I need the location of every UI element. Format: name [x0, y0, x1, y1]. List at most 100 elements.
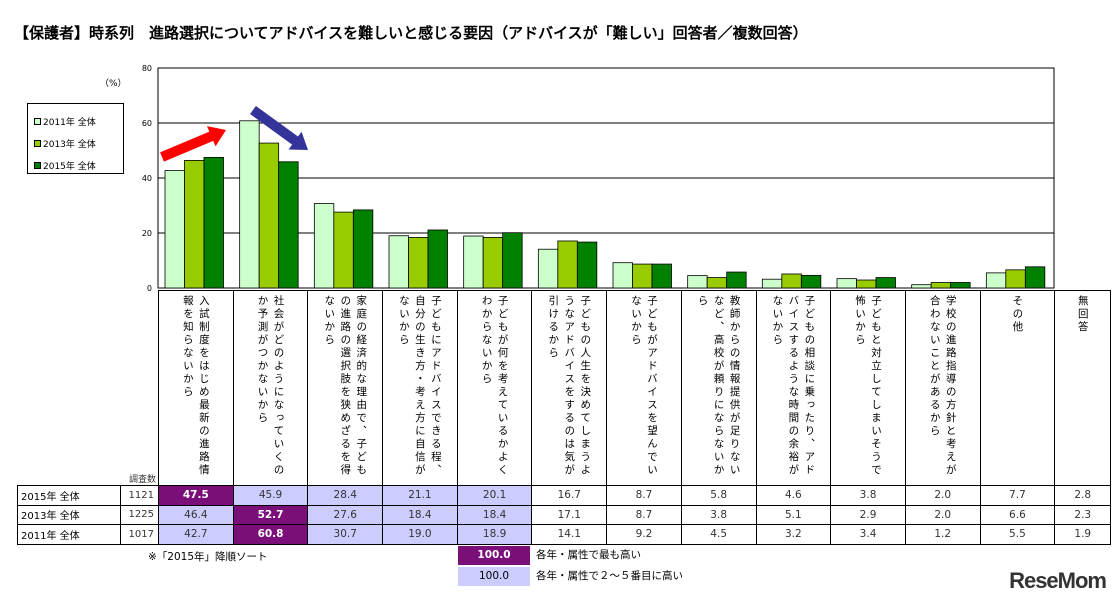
category-label: 子どもの人生を決めてしまうようなアドバイスをするのは気が引けるから	[547, 295, 592, 477]
legend-swatch	[34, 161, 41, 169]
bar-2013年全体-9	[856, 279, 877, 289]
y-tick-label: 20	[142, 229, 152, 238]
category-header: 教師からの情報提供が足りないなど、高校が頼りにならないから	[680, 290, 757, 486]
bar-2015年全体-5	[576, 241, 598, 289]
key-sample-high: 100.0	[458, 567, 530, 586]
table-cell: 4.6	[755, 485, 832, 506]
bar-2015年全体-7	[726, 271, 747, 289]
data-table: 調査数 入試制度をはじめ最新の進路情報を知らないから 社会がどのようになっていくのか…	[17, 290, 1112, 545]
y-tick-label: 60	[142, 119, 152, 128]
table-cell: 46.4	[158, 504, 234, 525]
table-cell: 3.8	[680, 504, 757, 525]
legend-label: 2011年 全体	[43, 117, 96, 128]
table-cell: 5.5	[979, 524, 1056, 545]
legend-item: 2013年 全体	[34, 132, 123, 154]
bar-2013年全体-8	[781, 273, 802, 289]
bar-2013年全体-6	[632, 263, 653, 289]
header-row: 調査数 入試制度をはじめ最新の進路情報を知らないから 社会がどのようになっていくのか…	[17, 290, 1112, 486]
bar-2011年全体-10	[911, 284, 932, 289]
table-cell: 19.0	[382, 524, 458, 545]
table-cell: 3.4	[830, 524, 906, 545]
table-cell: 5.8	[680, 485, 757, 506]
legend-label: 2013年 全体	[43, 139, 96, 150]
table-cell: 9.2	[606, 524, 682, 545]
bar-2013年全体-2	[333, 211, 354, 289]
table-cell: 18.4	[456, 504, 533, 525]
table-cell: 1.2	[904, 524, 981, 545]
bar-2015年全体-11	[1024, 266, 1046, 289]
bar-2011年全体-3	[388, 235, 409, 289]
chart-title: 【保護者】時系列 進路選択についてアドバイスを難しいと感じる要因（アドバイスが「…	[14, 24, 808, 42]
row-label: 2015年 全体	[17, 485, 121, 506]
table-cell: 17.1	[531, 504, 608, 525]
bar-2015年全体-1	[278, 161, 299, 289]
category-header: 無回答	[1054, 290, 1112, 486]
category-label: 教師からの情報提供が足りないなど、高校が頼りにならないから	[696, 295, 741, 477]
table-cell: 60.8	[232, 524, 309, 545]
bar-2013年全体-10	[930, 282, 952, 289]
bar-2011年全体-7	[687, 275, 708, 289]
table-cell: 27.6	[307, 504, 384, 525]
y-tick-label: 40	[142, 174, 152, 183]
bar-2015年全体-2	[352, 209, 374, 289]
category-header: 入試制度をはじめ最新の進路情報を知らないから	[158, 290, 234, 486]
bar-2013年全体-4	[482, 236, 504, 289]
table-cell: 2.0	[904, 504, 981, 525]
category-label: その他	[1011, 295, 1024, 334]
category-header: 子どもにアドバイスできる程、自分の生き方・考え方に自信がないから	[382, 290, 458, 486]
bar-2011年全体-0	[164, 170, 185, 289]
category-header: 社会がどのようになっていくのか予測がつかないから	[232, 290, 309, 486]
table-cell: 18.4	[382, 504, 458, 525]
table-cell: 28.4	[307, 485, 384, 506]
table-cell: 4.5	[680, 524, 757, 545]
table-cell: 6.6	[979, 504, 1056, 525]
sort-note: ※「2015年」降順ソート	[148, 551, 268, 563]
table-row: 2011年 全体 1017 42.7 60.8 30.7 19.0 18.9 14.1 9.2 4…	[17, 524, 1112, 545]
logo: ReseMom	[1009, 568, 1107, 593]
table-cell: 2.8	[1054, 485, 1112, 506]
bar-2015年全体-9	[875, 277, 896, 289]
bar-2011年全体-11	[985, 272, 1007, 289]
category-header: その他	[979, 290, 1056, 486]
sample-count: 1225	[120, 504, 159, 525]
bar-2013年全体-1	[258, 142, 280, 289]
bar-2011年全体-2	[313, 203, 335, 289]
bar-2013年全体-0	[184, 159, 205, 289]
category-header: 子どもの人生を決めてしまうようなアドバイスをするのは気が引けるから	[531, 290, 608, 486]
table-cell: 42.7	[158, 524, 234, 545]
count-header: 調査数	[17, 290, 159, 486]
bar-2015年全体-0	[203, 156, 224, 289]
table-cell: 16.7	[531, 485, 608, 506]
table-cell: 30.7	[307, 524, 384, 545]
key-sample-top: 100.0	[458, 546, 530, 565]
table-cell: 5.1	[755, 504, 832, 525]
table-cell: 52.7	[232, 504, 309, 525]
category-label: 子どもにアドバイスできる程、自分の生き方・考え方に自信がないから	[397, 295, 442, 477]
down-arrow-annotation	[250, 105, 308, 150]
category-label: 無回答	[1076, 295, 1089, 334]
category-header: 子どもが何を考えているかよくわからないから	[456, 290, 533, 486]
y-tick-label: 80	[142, 64, 152, 73]
bar-chart: 0 20 40 60 80	[142, 64, 1055, 293]
sample-count: 1121	[120, 485, 159, 506]
table-cell: 45.9	[232, 485, 309, 506]
key-label-top: 各年・属性で最も高い	[536, 549, 641, 561]
table-cell: 18.9	[456, 524, 533, 545]
bar-2013年全体-7	[706, 277, 728, 289]
legend-item: 2015年 全体	[34, 154, 123, 176]
category-label: 入試制度をはじめ最新の進路情報を知らないから	[181, 295, 210, 477]
table-cell: 3.8	[830, 485, 906, 506]
legend-label: 2015年 全体	[43, 161, 96, 172]
bar-2011年全体-4	[463, 235, 484, 289]
category-label: 子どもと対立してしまいそうで怖いから	[854, 295, 883, 477]
category-label: 子どもがアドバイスを望んでいないから	[629, 295, 658, 477]
table-cell: 20.1	[456, 485, 533, 506]
bar-2011年全体-1	[239, 120, 260, 289]
legend-swatch	[34, 139, 41, 147]
table-cell: 8.7	[606, 485, 682, 506]
bar-2011年全体-5	[537, 248, 559, 289]
row-label: 2011年 全体	[17, 524, 121, 545]
y-axis-unit: （%）	[100, 79, 127, 89]
table-cell: 21.1	[382, 485, 458, 506]
up-arrow-annotation	[160, 126, 226, 162]
